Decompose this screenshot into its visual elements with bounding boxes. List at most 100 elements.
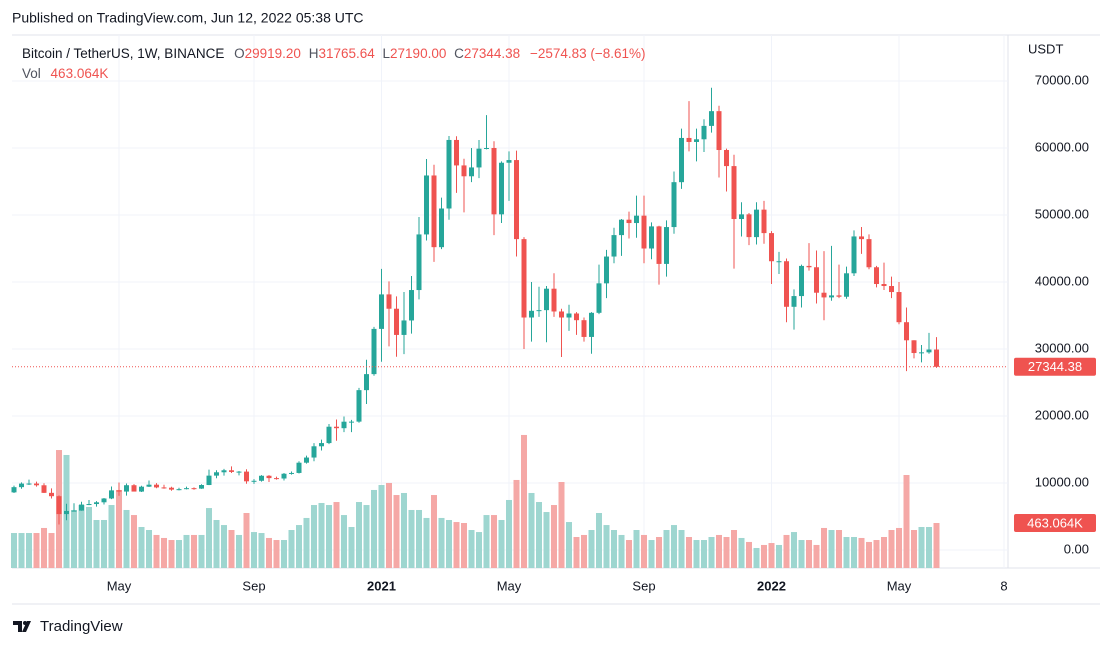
candle-body	[814, 267, 819, 293]
y-tick-label: 60000.00	[1035, 139, 1089, 154]
volume-bar	[903, 475, 910, 568]
candle-body	[11, 487, 17, 493]
plot-area	[11, 35, 1008, 568]
volume-bar	[873, 540, 880, 568]
volume-bar	[791, 532, 797, 568]
candle-body	[709, 111, 714, 126]
candle-body	[79, 504, 84, 511]
candle-body	[154, 484, 159, 488]
candle-body	[41, 485, 47, 493]
volume-bar	[453, 522, 460, 568]
candle-body	[184, 488, 189, 490]
volume-bar	[813, 544, 820, 568]
candle-body	[934, 349, 939, 367]
candle-body	[739, 214, 744, 220]
candle-body	[296, 462, 302, 473]
x-tick-label: May	[887, 578, 912, 593]
candle-body	[326, 426, 332, 444]
volume-bar	[671, 525, 677, 568]
candle-body	[694, 139, 699, 142]
volume-bar	[191, 534, 197, 568]
logo-icon	[13, 621, 31, 632]
candle-body	[244, 471, 249, 482]
x-tick-label: 2021	[367, 578, 396, 593]
candle-body	[109, 490, 114, 499]
y-tick-label: 70000.00	[1035, 72, 1089, 87]
candle-body	[416, 234, 422, 291]
x-tick-label: Sep	[632, 578, 655, 593]
currency-label: USDT	[1028, 41, 1063, 56]
candle-body	[319, 443, 324, 447]
candle-body	[64, 510, 69, 515]
candle-body	[401, 320, 407, 335]
volume-bar	[536, 502, 542, 568]
candle-body	[334, 426, 339, 429]
last-volume-label: 463.064K	[1027, 515, 1083, 530]
volume-bar	[738, 537, 745, 568]
ohlc-value: 27344.38	[464, 46, 520, 61]
candle-body	[379, 294, 384, 329]
candle-body	[619, 219, 624, 236]
candle-body	[521, 239, 527, 318]
candle-body	[701, 125, 707, 140]
candle-body	[461, 165, 467, 177]
volume-value: 463.064K	[51, 66, 109, 81]
ohlc-key: O	[234, 46, 245, 61]
volume-bar	[108, 505, 115, 568]
volume-bar	[753, 547, 760, 568]
volume-bar	[101, 519, 107, 568]
candle-body	[424, 175, 429, 235]
volume-bar	[648, 540, 655, 568]
volume-bar	[296, 525, 302, 568]
volume-bar	[168, 540, 175, 568]
volume-bar	[71, 509, 77, 568]
candle-body	[889, 286, 894, 293]
volume-bar	[78, 505, 85, 568]
candle-body	[754, 209, 759, 238]
last-price-tag	[1014, 357, 1096, 376]
volume-bar	[821, 527, 827, 568]
ohlc-key: L	[383, 46, 391, 61]
candle-body	[56, 496, 62, 515]
logo-dot	[23, 621, 27, 625]
volume-bar	[686, 537, 692, 568]
candle-body	[139, 486, 144, 492]
volume-bar	[243, 512, 250, 568]
volume-bar	[483, 515, 490, 568]
candle-body	[896, 292, 902, 323]
candle-body	[251, 480, 257, 482]
volume-bar	[746, 541, 752, 568]
volume-bar	[288, 530, 295, 568]
y-tick-label: 0.00	[1064, 541, 1089, 556]
candle-body	[229, 470, 234, 472]
volume-bar	[911, 530, 917, 568]
candle-body	[86, 504, 92, 506]
x-tick-label: May	[107, 578, 132, 593]
y-tick-label: 10000.00	[1035, 474, 1089, 489]
candle-body	[716, 111, 722, 151]
volume-bar	[926, 526, 932, 568]
candle-body	[829, 295, 834, 298]
candle-body	[311, 446, 317, 458]
volume-bar	[371, 489, 377, 568]
candle-body	[866, 239, 872, 268]
candle-body	[289, 472, 294, 474]
volume-bar	[491, 515, 497, 568]
volume-bar	[341, 515, 347, 568]
candle-body	[131, 485, 137, 492]
volume-bar	[26, 533, 32, 568]
volume-bar	[183, 534, 190, 568]
candle-body	[176, 489, 182, 491]
volume-bar	[858, 537, 865, 568]
volume-bar	[228, 530, 235, 568]
volume-bar	[393, 495, 400, 568]
volume-bar	[41, 527, 47, 568]
candle-body	[274, 478, 279, 480]
volume-bar	[888, 530, 895, 568]
candle-body	[506, 160, 512, 163]
candle-body	[34, 483, 39, 486]
candle-body	[859, 236, 864, 240]
volume-bar	[498, 519, 505, 568]
volume-bar	[806, 540, 812, 568]
